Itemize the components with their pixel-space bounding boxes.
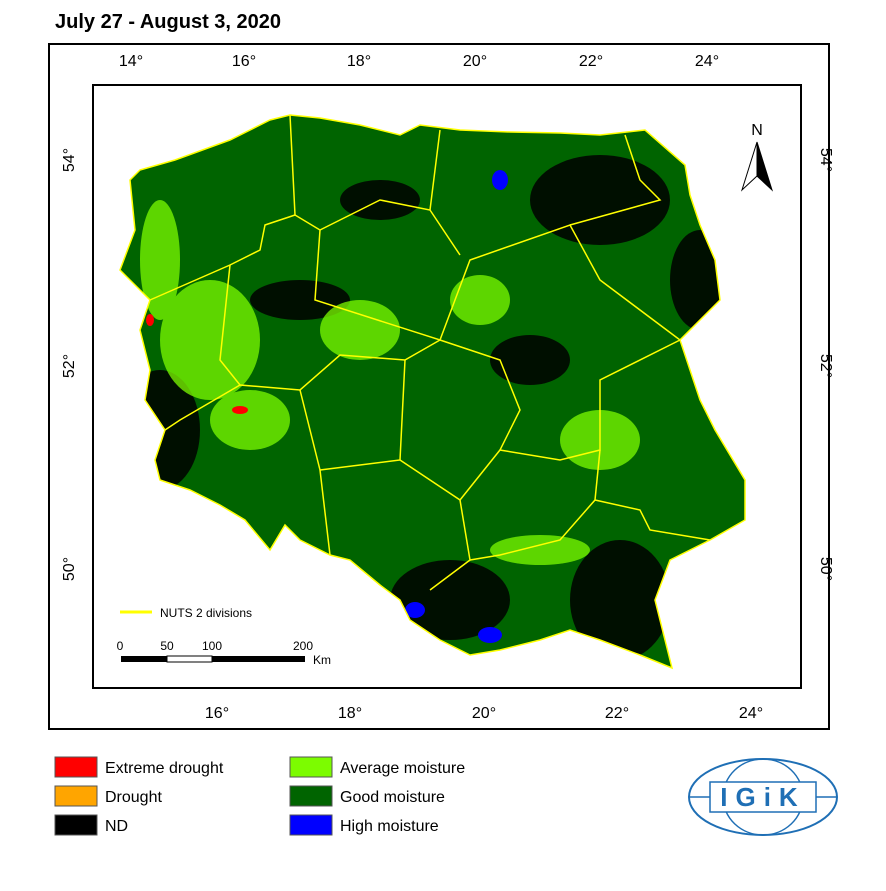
left-graticule-label: 54°: [61, 148, 78, 172]
top-graticule-label: 14°: [119, 53, 143, 70]
left-graticule-label: 50°: [61, 557, 78, 581]
scale-unit: Km: [313, 653, 331, 667]
legend-swatch: [54, 814, 98, 836]
right-graticule-label: 50°: [817, 557, 834, 581]
legend-label: High moisture: [340, 818, 439, 835]
logo: IGiK: [688, 758, 838, 836]
boundary-legend-label: NUTS 2 divisions: [160, 606, 252, 620]
legend-swatch: [54, 785, 98, 807]
legend-label: ND: [105, 818, 128, 835]
logo-text: IGiK: [720, 782, 805, 812]
right-graticule-label: 54°: [817, 148, 834, 172]
scale-label: 50: [160, 639, 174, 653]
north-label: N: [751, 122, 763, 139]
north-arrow: [740, 141, 774, 192]
legend-label: Average moisture: [340, 760, 465, 777]
left-graticule-label: 52°: [61, 354, 78, 378]
legend-swatch: [289, 756, 333, 778]
bottom-graticule-label: 24°: [739, 705, 763, 722]
outer-frame: [48, 43, 830, 730]
top-graticule-label: 24°: [695, 53, 719, 70]
nuts2-boundaries: [149, 114, 711, 591]
bottom-graticule-label: 22°: [605, 705, 629, 722]
bottom-graticule-label: 18°: [338, 705, 362, 722]
top-graticule-label: 16°: [232, 53, 256, 70]
top-graticule-label: 22°: [579, 53, 603, 70]
legend-label: Drought: [105, 789, 162, 806]
legend-label: Good moisture: [340, 789, 445, 806]
bottom-graticule-label: 16°: [205, 705, 229, 722]
drought-areas: [146, 314, 248, 414]
scale-label: 100: [202, 639, 222, 653]
scale-bar: [121, 655, 305, 663]
legend-swatch: [54, 756, 98, 778]
scale-label: 200: [293, 639, 313, 653]
legend-swatch: [289, 785, 333, 807]
high-moisture-areas: [405, 170, 508, 643]
right-graticule-label: 52°: [817, 354, 834, 378]
top-graticule-label: 20°: [463, 53, 487, 70]
title: July 27 - August 3, 2020: [55, 11, 281, 33]
top-graticule-label: 18°: [347, 53, 371, 70]
bottom-graticule-label: 20°: [472, 705, 496, 722]
scale-label: 0: [117, 639, 124, 653]
country-map: [120, 115, 745, 668]
legend-swatch: [289, 814, 333, 836]
legend-label: Extreme drought: [105, 760, 224, 777]
